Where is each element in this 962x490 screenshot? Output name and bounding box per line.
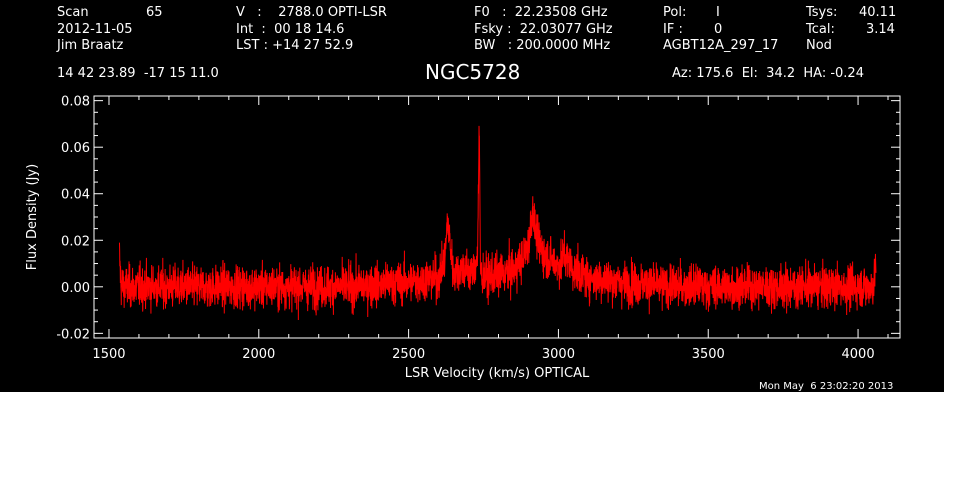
tsys-value: 40.11 (859, 5, 897, 20)
y-tick-label: 0.00 (61, 281, 90, 296)
axis-ticks: 1500 2000 2500 3000 3500 4000 -0.02 0.00 0.02 0.0… (56, 95, 900, 362)
x-tick-label: 2500 (392, 347, 425, 362)
velocity-info: V : 2788.0 OPTI-LSR (236, 5, 387, 20)
pol-value: I (716, 5, 720, 20)
project-id: AGBT12A_297_17 (663, 38, 779, 53)
y-tick-label: 0.08 (61, 95, 90, 110)
source-coordinates: 14 42 23.89 -17 15 11.0 (57, 66, 219, 81)
bandwidth: BW : 200.0000 MHz (474, 38, 611, 53)
observation-date: 2012-11-05 (57, 22, 133, 37)
source-name: NGC5728 (425, 60, 521, 84)
integration-time: Int : 00 18 14.6 (236, 22, 345, 37)
x-tick-label: 3000 (542, 347, 575, 362)
y-tick-label: 0.02 (61, 234, 90, 249)
if-label: IF : (663, 22, 683, 37)
spectrum-panel: Scan 65 2012-11-05 Jim Braatz V : 2788.0… (0, 0, 944, 392)
tcal-value: 3.14 (866, 22, 895, 37)
sky-frequency: Fsky : 22.03077 GHz (474, 22, 613, 37)
scan-number: 65 (146, 5, 163, 20)
y-tick-label: 0.04 (61, 188, 90, 203)
x-tick-label: 2000 (242, 347, 275, 362)
lst-info: LST : +14 27 52.9 (236, 38, 354, 53)
x-axis-label: LSR Velocity (km/s) OPTICAL (405, 366, 590, 381)
y-axis-label: Flux Density (Jy) (25, 164, 40, 270)
pol-label: Pol: (663, 5, 687, 20)
if-value: 0 (714, 22, 723, 37)
spectrum-trace-layer (118, 125, 877, 320)
x-tick-label: 4000 (842, 347, 875, 362)
y-tick-label: -0.02 (56, 327, 90, 342)
scan-label: Scan (57, 5, 89, 20)
az-el-ha: Az: 175.6 El: 34.2 HA: -0.24 (672, 66, 864, 81)
tsys-label: Tsys: (806, 5, 838, 20)
x-tick-label: 1500 (92, 347, 125, 362)
spectrum-line (118, 125, 877, 320)
y-tick-label: 0.06 (61, 141, 90, 156)
tcal-label: Tcal: (806, 22, 835, 37)
footer-timestamp: Mon May 6 23:02:20 2013 (759, 381, 894, 392)
rest-frequency: F0 : 22.23508 GHz (474, 5, 608, 20)
x-tick-label: 3500 (692, 347, 725, 362)
procedure-name: Nod (806, 38, 832, 53)
observer-name: Jim Braatz (57, 38, 124, 53)
spectrum-plot: 1500 2000 2500 3000 3500 4000 -0.02 0.00 0.02 0.0… (25, 95, 901, 381)
